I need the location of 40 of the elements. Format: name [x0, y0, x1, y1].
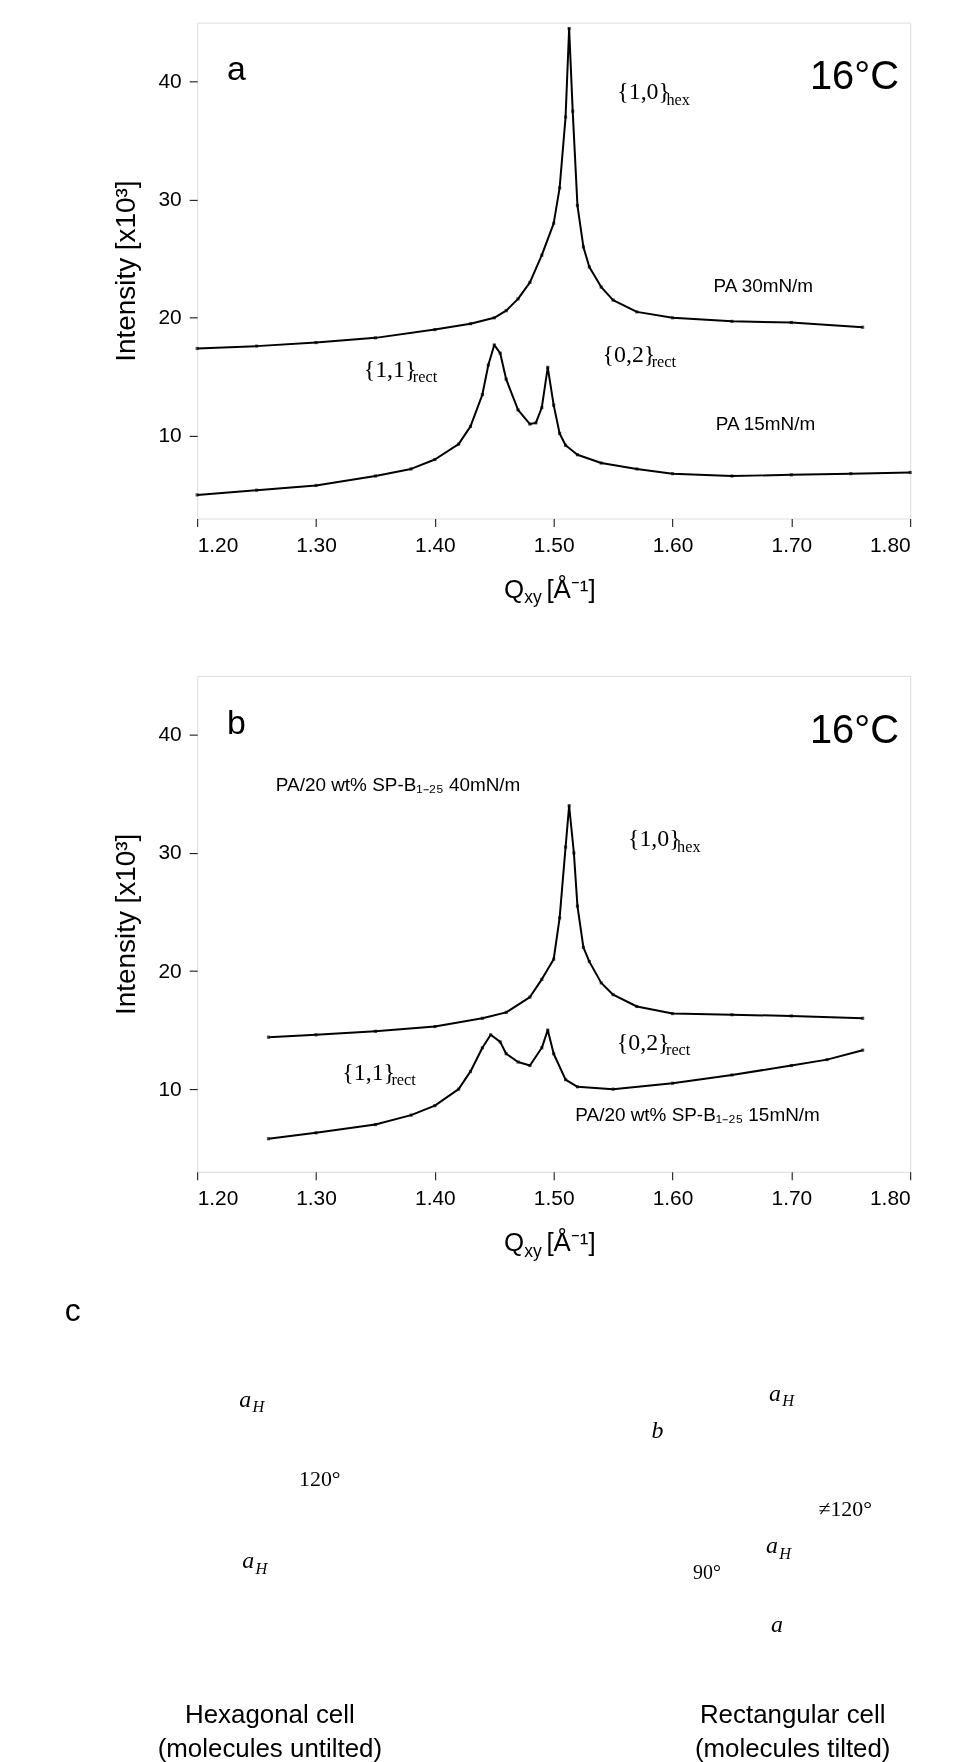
x-tick-label: 1.80 [869, 1186, 911, 1210]
series-label: PA 30mN/m [713, 274, 814, 296]
x-tick-label: 1.60 [652, 1186, 694, 1210]
y-axis-title: Intensity [x10³] [109, 833, 141, 1015]
x-tick-label: 1.50 [533, 1186, 575, 1210]
text: Hexagonal cell (molecules untilted) [157, 1700, 383, 1762]
text: a [771, 1610, 784, 1637]
y-tick-label: 40 [158, 69, 182, 93]
x-tick-label: 1.20 [197, 1186, 239, 1210]
series-label: PA/20 wt% SP-B₁₋₂₅ 15mN/m [575, 1103, 820, 1125]
y-tick-label: 10 [158, 423, 182, 447]
text: 90° [692, 1561, 721, 1584]
annotation: 16°C [809, 53, 899, 98]
x-tick-label: 1.40 [415, 1186, 456, 1210]
x-tick-label: 1.40 [415, 532, 456, 556]
x-tick-label: 1.50 [533, 532, 575, 556]
text: c [64, 1292, 81, 1329]
text: a [227, 49, 247, 88]
x-tick-label: 1.30 [296, 1186, 337, 1210]
text: PA/20 wt% SP-B₁₋₂₅ 40mN/m [275, 773, 521, 795]
text: PA 15mN/m [715, 413, 816, 435]
text: ≠120° [818, 1496, 873, 1522]
y-tick-label: 40 [158, 722, 182, 746]
y-tick-label: 30 [158, 840, 182, 864]
x-tick-label: 1.30 [296, 532, 337, 556]
x-tick-label: 1.80 [869, 532, 911, 556]
y-tick-label: 20 [158, 958, 182, 982]
x-tick-label: 1.60 [652, 532, 694, 556]
x-tick-label: 1.20 [197, 532, 239, 556]
y-axis-title: Intensity [x10³] [109, 180, 141, 362]
x-tick-label: 1.70 [771, 532, 813, 556]
x-tick-label: 1.70 [771, 1186, 813, 1210]
annotation: 16°C [809, 706, 899, 751]
y-tick-label: 30 [158, 187, 182, 211]
text: 120° [299, 1466, 341, 1492]
text: b [651, 1416, 664, 1443]
y-tick-label: 20 [158, 305, 182, 329]
text: b [227, 702, 246, 741]
text: Rectangular cell (molecules tilted) [694, 1700, 891, 1762]
y-tick-label: 10 [158, 1076, 182, 1100]
